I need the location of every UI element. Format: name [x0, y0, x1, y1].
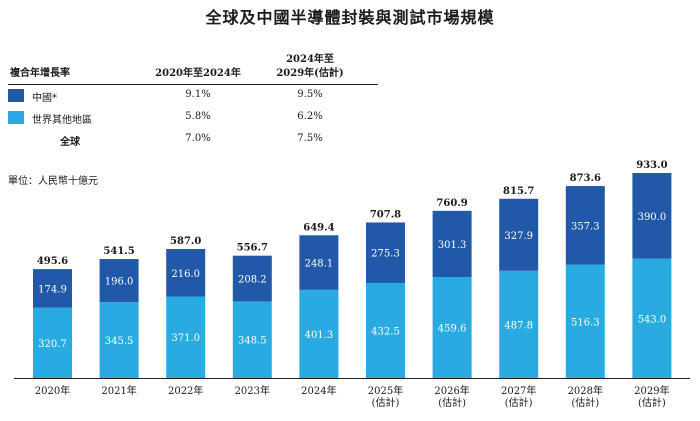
x-tick-label: 2020年	[35, 384, 70, 397]
data-label-rest-of-world: 432.5	[371, 326, 400, 337]
data-label-china: 174.9	[38, 284, 67, 295]
x-tick-label: 2025年	[368, 384, 403, 397]
cagr-row-rest-of-world: 世界其他地區 5.8% 6.2%	[8, 107, 428, 129]
total-label: 587.0	[170, 236, 201, 247]
x-tick-label: 2027年	[501, 384, 536, 397]
total-label: 707.8	[370, 209, 401, 220]
bar-segment-rest-of-world	[565, 264, 605, 378]
x-tick-label: (估計)	[505, 396, 533, 409]
data-label-china: 275.3	[371, 249, 400, 260]
cagr-row-china: 中國* 9.1% 9.5%	[8, 85, 428, 107]
data-label-rest-of-world: 345.5	[105, 336, 134, 347]
data-label-china: 301.3	[438, 240, 467, 251]
cagr-value: 5.8%	[185, 111, 211, 122]
rest-of-world-legend-swatch	[8, 111, 24, 124]
bar-segment-rest-of-world	[232, 301, 272, 378]
data-label-china: 216.0	[171, 269, 200, 280]
bar-segment-china	[33, 269, 72, 308]
cagr-value: 9.1%	[185, 89, 211, 100]
cagr-header-label: 複合年增長率	[10, 68, 70, 79]
data-label-china: 390.0	[638, 212, 667, 223]
x-tick-label: 2028年	[568, 384, 603, 397]
data-label-china: 248.1	[305, 259, 334, 270]
unit-label: 單位：人民幣十億元	[8, 176, 98, 187]
data-label-rest-of-world: 348.5	[238, 336, 267, 347]
cagr-row-label: 中國*	[32, 93, 57, 104]
bar-segment-china	[632, 173, 672, 259]
cagr-col1-header: 2020年至2024年	[155, 68, 241, 79]
data-label-china: 196.0	[105, 277, 134, 288]
total-label: 495.6	[37, 256, 68, 267]
x-tick-label: 2024年	[301, 384, 336, 397]
total-label: 815.7	[503, 186, 534, 197]
bar-segment-china	[299, 235, 339, 290]
data-label-rest-of-world: 320.7	[38, 339, 67, 350]
data-label-rest-of-world: 487.8	[504, 320, 533, 331]
x-tick-label: 2023年	[235, 384, 270, 397]
bar-segment-rest-of-world	[166, 296, 206, 378]
cagr-value: 9.5%	[297, 89, 323, 100]
bar-segment-rest-of-world	[632, 258, 672, 378]
bar-segment-rest-of-world	[299, 289, 339, 378]
data-label-china: 327.9	[504, 231, 533, 242]
data-label-rest-of-world: 543.0	[638, 314, 667, 325]
total-label: 933.0	[636, 160, 667, 171]
x-tick-label: 2022年	[168, 384, 203, 397]
bar-segment-rest-of-world	[33, 307, 72, 378]
cagr-col2-header-line2: 2029年(估計)	[276, 68, 344, 79]
bar-segment-rest-of-world	[366, 282, 405, 378]
data-label-rest-of-world: 371.0	[171, 333, 200, 344]
cagr-value: 7.0%	[185, 133, 211, 144]
cagr-table-header: 複合年增長率 2020年至2024年 2024年至 2029年(估計)	[8, 50, 428, 84]
total-label: 649.4	[303, 222, 334, 233]
x-tick-label: (估計)	[372, 396, 400, 409]
data-label-rest-of-world: 516.3	[571, 317, 600, 328]
x-tick-label: (估計)	[438, 396, 466, 409]
x-tick-label: 2029年	[634, 384, 669, 397]
china-legend-swatch	[8, 89, 24, 102]
bar-segment-china	[432, 210, 472, 278]
data-label-china: 357.3	[571, 221, 600, 232]
bar-segment-china	[232, 255, 272, 302]
chart-title: 全球及中國半導體封裝與測試市場規模	[205, 8, 495, 27]
bar-segment-china	[166, 249, 206, 297]
x-tick-label: (估計)	[571, 396, 599, 409]
bar-segment-china	[99, 259, 139, 303]
bar-segment-china	[565, 186, 605, 265]
cagr-value: 6.2%	[297, 111, 323, 122]
total-label: 760.9	[436, 198, 467, 209]
x-tick-label: (估計)	[638, 396, 666, 409]
x-tick-label: 2021年	[101, 384, 136, 397]
bar-segment-rest-of-world	[499, 270, 539, 378]
bar-segment-china	[366, 222, 405, 283]
bar-segment-rest-of-world	[432, 277, 472, 378]
data-label-china: 208.2	[238, 275, 267, 286]
cagr-value: 7.5%	[297, 133, 323, 144]
data-label-rest-of-world: 459.6	[438, 324, 467, 335]
total-label: 556.7	[237, 243, 268, 254]
bar-segment-rest-of-world	[99, 302, 139, 378]
data-label-rest-of-world: 401.3	[305, 330, 334, 341]
cagr-row-global: 全球 7.0% 7.5%	[8, 129, 428, 151]
x-tick-label: 2026年	[434, 384, 469, 397]
total-label: 541.5	[103, 246, 134, 257]
cagr-header-rule	[8, 84, 378, 85]
bar-segment-china	[499, 198, 539, 271]
cagr-col2-header-line1: 2024年至	[286, 54, 334, 65]
cagr-row-label: 世界其他地區	[32, 115, 92, 126]
total-label: 873.6	[570, 173, 601, 184]
cagr-row-label: 全球	[60, 137, 80, 148]
